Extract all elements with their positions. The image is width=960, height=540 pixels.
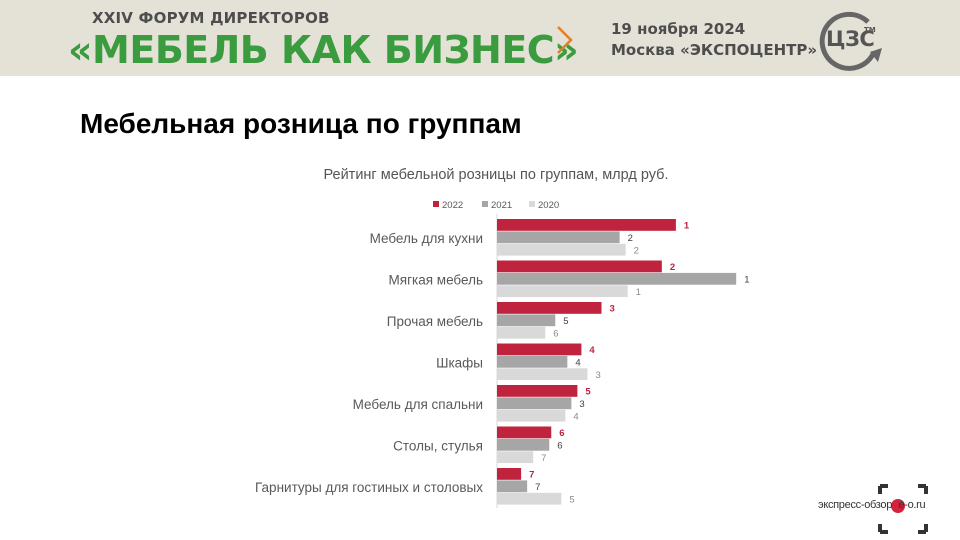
czs-logo-icon (819, 11, 882, 71)
bar-2022 (497, 385, 578, 397)
bar-2022 (497, 260, 662, 273)
bar-2020 (497, 243, 626, 256)
data-label-2020: 2 (634, 245, 639, 256)
bar-2021 (497, 355, 568, 368)
data-label-2022: 7 (529, 470, 534, 481)
data-label-2021: 6 (557, 440, 562, 451)
bar-2021 (497, 480, 528, 493)
category-label: Мебель для кухни (370, 231, 483, 246)
legend-label-2022: 2022 (442, 200, 463, 211)
event-date: 19 ноября 2024 (611, 20, 746, 38)
bar-2022 (497, 343, 582, 356)
legend-swatch-2020 (529, 201, 535, 207)
data-label-2022: 5 (585, 387, 591, 398)
legend-label-2020: 2020 (538, 200, 559, 211)
category-label: Прочая мебель (387, 314, 483, 329)
bar-2022 (497, 219, 676, 231)
data-label-2020: 4 (573, 411, 578, 422)
data-label-2020: 5 (569, 494, 574, 505)
category-label: Мебель для спальни (353, 397, 483, 412)
category-label: Столы, стулья (393, 439, 483, 454)
data-label-2020: 3 (595, 370, 600, 381)
data-label-2022: 6 (559, 428, 564, 439)
data-label-2021: 7 (535, 482, 540, 493)
data-label-2022: 4 (589, 345, 595, 356)
bar-2021 (497, 272, 737, 285)
bar-2022 (497, 468, 522, 480)
legend-label-2021: 2021 (491, 200, 512, 211)
data-label-2022: 2 (670, 262, 675, 273)
category-label: Гарнитуры для гостиных и столовых (255, 480, 483, 495)
data-label-2021: 4 (575, 357, 580, 368)
bar-2020 (497, 326, 546, 339)
logo-text: ЦЗС (826, 27, 875, 51)
data-label-2022: 3 (610, 304, 615, 315)
bar-2022 (497, 426, 552, 439)
bar-2021 (497, 231, 620, 244)
legend-swatch-2021 (482, 201, 488, 207)
forum-title: «МЕБЕЛЬ КАК БИЗНЕС» (68, 28, 579, 72)
data-label-2020: 7 (541, 453, 546, 464)
header-banner (0, 0, 960, 76)
bar-2021 (497, 397, 572, 410)
chevron-right-icon (557, 26, 573, 54)
data-label-2021: 2 (628, 233, 633, 244)
bar-2022 (497, 302, 602, 314)
bar-2020 (497, 492, 562, 505)
chart-title: Рейтинг мебельной розницы по группам, мл… (323, 167, 668, 183)
page-title: Мебельная розница по группам (80, 108, 522, 139)
bar-2020 (497, 451, 534, 464)
legend-swatch-2022 (433, 201, 439, 207)
data-label-2022: 1 (684, 221, 690, 232)
data-label-2020: 6 (553, 328, 558, 339)
bar-2020 (497, 409, 566, 422)
data-label-2021: 5 (563, 316, 568, 327)
bar-2020 (497, 285, 628, 298)
data-label-2021: 3 (579, 399, 584, 410)
watermark-text: экспресс-обзор●e-o.ru (818, 499, 926, 511)
watermark-frame-icon (878, 484, 928, 534)
forum-subtitle: XXIV ФОРУМ ДИРЕКТОРОВ (92, 9, 330, 27)
event-place: Москва «ЭКСПОЦЕНТР» (611, 41, 818, 59)
category-label: Мягкая мебель (389, 273, 483, 288)
category-label: Шкафы (436, 356, 483, 371)
bar-2020 (497, 368, 588, 381)
bar-2021 (497, 438, 550, 451)
bar-2021 (497, 314, 556, 327)
logo-tm: TM (864, 26, 876, 34)
data-label-2020: 1 (636, 287, 641, 298)
data-label-2021: 1 (744, 274, 749, 285)
